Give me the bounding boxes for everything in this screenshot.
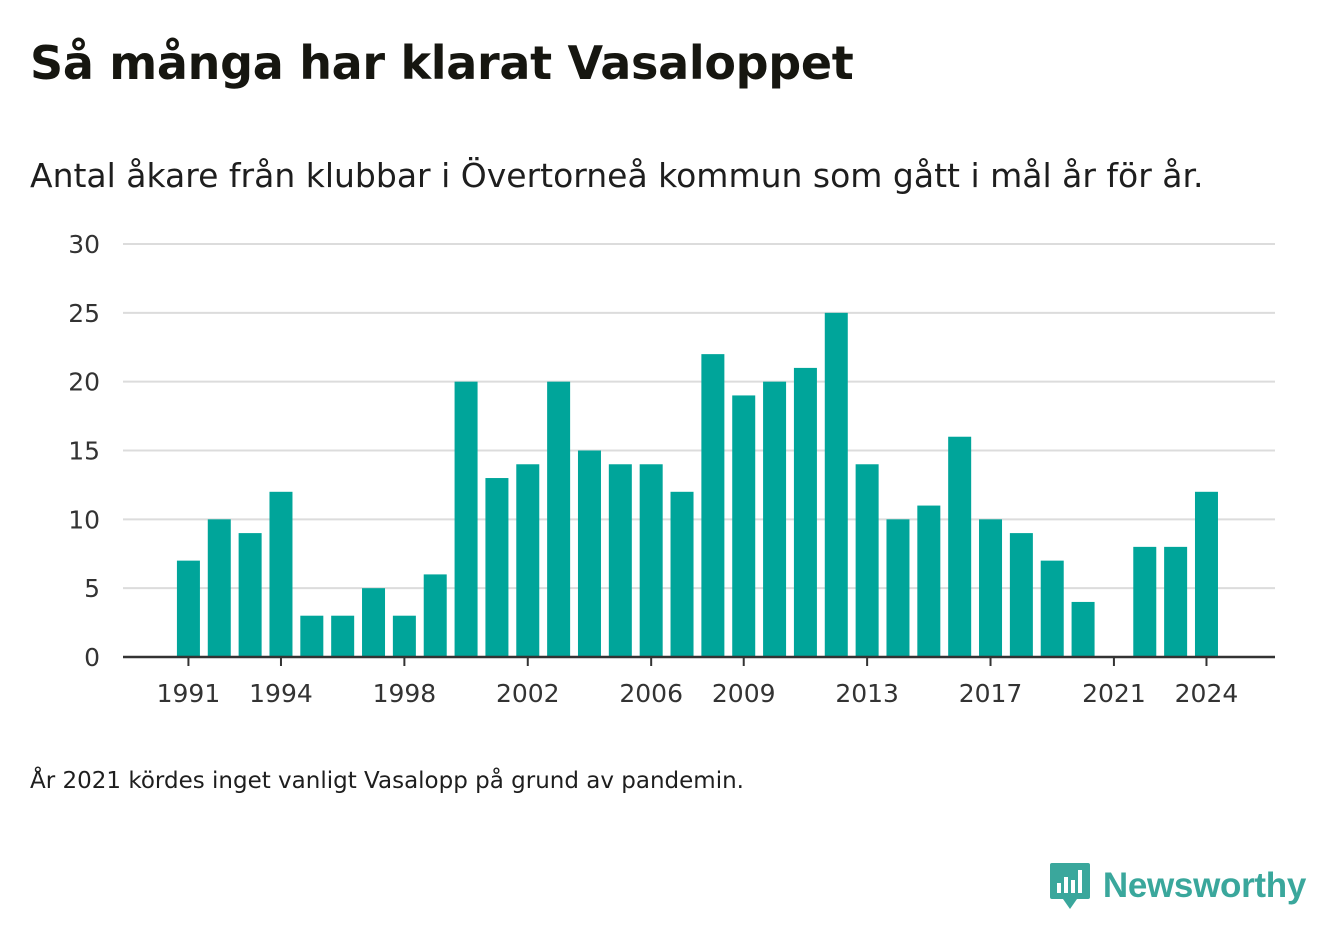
bar-1992 xyxy=(207,519,231,657)
bar-2016 xyxy=(948,436,972,657)
bar-2020 xyxy=(1071,601,1095,657)
x-tick-label: 2024 xyxy=(1175,679,1239,708)
newsworthy-logo-icon xyxy=(1049,863,1090,909)
bar-2005 xyxy=(608,464,632,657)
gridlines xyxy=(123,243,1275,590)
bar-2008 xyxy=(701,354,725,657)
bar-2006 xyxy=(639,464,663,657)
x-tick-label: 2006 xyxy=(619,679,683,708)
bar-2010 xyxy=(763,381,787,657)
chart-title: Så många har klarat Vasaloppet xyxy=(30,36,854,90)
bar-1993 xyxy=(238,533,262,657)
x-axis: 1991 1994 1998 2002 2006 2009 2013 2017 2021 2024 xyxy=(123,655,1275,708)
chart-subtitle: Antal åkare från klubbar i Övertorneå ko… xyxy=(30,156,1204,195)
y-tick-label: 20 xyxy=(68,368,100,397)
y-tick-label: 15 xyxy=(68,437,100,466)
bars xyxy=(176,312,1218,657)
bar-2003 xyxy=(547,381,571,657)
y-tick-label: 0 xyxy=(84,643,100,672)
x-tick-label: 2002 xyxy=(496,679,560,708)
bar-2023 xyxy=(1164,546,1188,657)
bar-1998 xyxy=(392,615,416,657)
y-tick-label: 30 xyxy=(68,230,100,259)
x-tick-label: 2021 xyxy=(1082,679,1146,708)
bar-chart: 0 5 10 15 20 25 30 1991 1994 1998 2002 2006 2009 201… xyxy=(68,230,1275,708)
x-tick-label: 1998 xyxy=(373,679,437,708)
x-tick-label: 1994 xyxy=(249,679,313,708)
bar-1991 xyxy=(176,560,200,657)
x-tick-label: 1991 xyxy=(157,679,221,708)
bar-2009 xyxy=(732,395,756,657)
y-tick-label: 5 xyxy=(84,574,100,603)
bar-1996 xyxy=(331,615,355,657)
footnote: År 2021 kördes inget vanligt Vasalopp på… xyxy=(30,768,744,794)
bar-2011 xyxy=(793,367,817,657)
bar-2024 xyxy=(1194,491,1218,657)
bar-2022 xyxy=(1133,546,1157,657)
x-tick-label: 2013 xyxy=(835,679,899,708)
bar-2015 xyxy=(917,505,941,657)
bar-2007 xyxy=(670,491,694,657)
y-axis-ticks: 0 5 10 15 20 25 30 xyxy=(68,230,100,672)
x-tick-label: 2017 xyxy=(959,679,1023,708)
brand-name: Newsworthy xyxy=(1102,866,1306,905)
x-tick-label: 2009 xyxy=(712,679,776,708)
bar-2018 xyxy=(1009,533,1033,657)
bar-2013 xyxy=(855,464,879,657)
bar-2001 xyxy=(485,478,509,657)
brand: Newsworthy xyxy=(1049,858,1306,914)
bar-2012 xyxy=(824,312,848,657)
bar-2000 xyxy=(454,381,478,657)
bar-2014 xyxy=(886,519,910,657)
bar-2017 xyxy=(979,519,1003,657)
bar-1994 xyxy=(269,491,293,657)
bar-2019 xyxy=(1040,560,1064,657)
bar-1997 xyxy=(362,588,386,657)
y-tick-label: 25 xyxy=(68,299,100,328)
y-tick-label: 10 xyxy=(68,505,100,534)
bar-2004 xyxy=(577,450,601,657)
bar-2002 xyxy=(516,464,540,657)
bar-1999 xyxy=(423,574,447,657)
bar-1995 xyxy=(300,615,324,657)
